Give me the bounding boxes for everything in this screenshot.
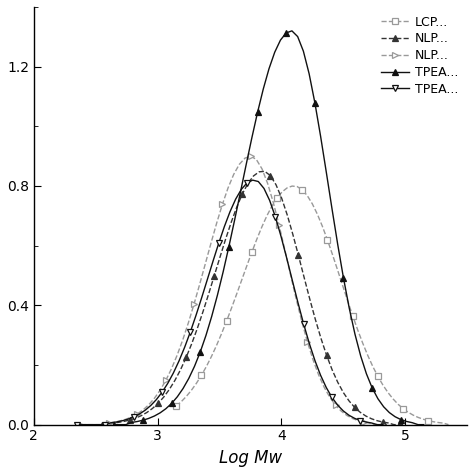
NLP... — [112, 419, 118, 425]
LCP... — [420, 416, 426, 422]
NLP... — [191, 301, 197, 307]
NLP... — [262, 168, 268, 174]
TPEA... — [108, 420, 114, 426]
TPEA... — [188, 329, 193, 335]
TPEA... — [169, 401, 174, 406]
NLP... — [211, 273, 217, 279]
NLP... — [155, 401, 161, 406]
TPEA... — [392, 414, 398, 419]
NLP... — [248, 153, 254, 159]
Line: NLP...: NLP... — [78, 153, 390, 428]
TPEA... — [380, 422, 386, 428]
NLP... — [402, 422, 408, 428]
TPEA... — [250, 177, 255, 183]
LCP... — [239, 277, 245, 283]
TPEA... — [74, 422, 80, 428]
NLP... — [384, 422, 390, 428]
TPEA... — [226, 244, 232, 249]
TPEA... — [421, 422, 427, 428]
Line: LCP...: LCP... — [173, 183, 452, 428]
NLP... — [356, 418, 361, 424]
NLP... — [133, 415, 138, 421]
Line: TPEA...: TPEA... — [74, 177, 386, 428]
TPEA... — [186, 375, 191, 381]
NLP... — [397, 422, 402, 428]
TPEA... — [146, 416, 152, 421]
TPEA... — [111, 422, 117, 428]
NLP... — [78, 422, 84, 428]
Line: NLP...: NLP... — [99, 168, 408, 428]
LCP... — [446, 422, 451, 428]
LCP... — [289, 183, 295, 189]
NLP... — [378, 422, 384, 428]
Line: TPEA...: TPEA... — [111, 28, 427, 428]
LCP... — [441, 420, 447, 426]
TPEA... — [352, 416, 357, 421]
LCP... — [274, 195, 280, 201]
NLP... — [152, 395, 157, 401]
NLP... — [135, 411, 140, 417]
TPEA... — [148, 403, 154, 409]
TPEA... — [374, 422, 380, 428]
NLP... — [172, 378, 178, 383]
LCP... — [224, 318, 229, 324]
TPEA... — [131, 414, 137, 420]
Legend: LCP..., NLP..., NLP..., TPEA..., TPEA...: LCP..., NLP..., NLP..., TPEA..., TPEA... — [379, 13, 461, 98]
NLP... — [374, 418, 380, 424]
X-axis label: Log Mw: Log Mw — [219, 449, 282, 467]
TPEA... — [415, 422, 421, 428]
NLP... — [99, 422, 105, 428]
LCP... — [203, 364, 209, 369]
LCP... — [173, 403, 179, 409]
TPEA... — [289, 28, 295, 34]
